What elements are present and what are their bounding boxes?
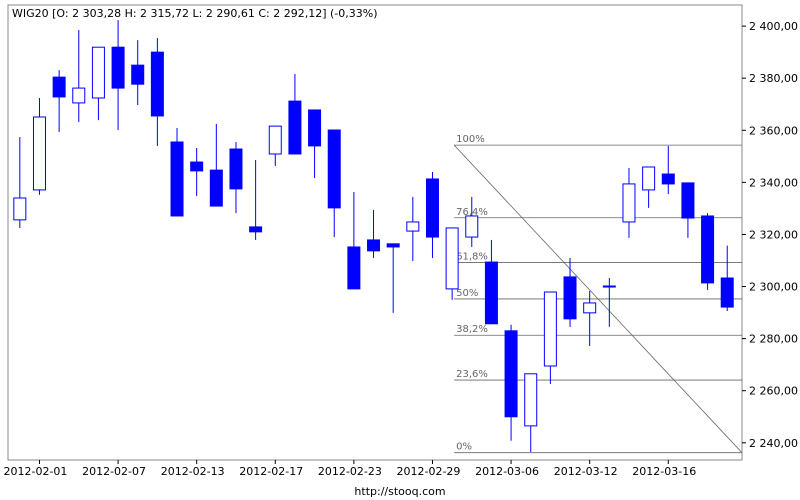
x-tick-label: 2012-02-13 <box>161 465 225 478</box>
fib-label: 38,2% <box>456 324 488 335</box>
candle-body <box>131 64 145 85</box>
candle-body <box>602 285 616 288</box>
candle-body <box>543 291 557 367</box>
candle-body <box>190 161 204 172</box>
x-tick-label: 2012-02-29 <box>397 465 461 478</box>
x-tick-label: 2012-03-12 <box>554 465 618 478</box>
candle-body <box>32 116 46 191</box>
plot-frame <box>7 4 743 461</box>
candle-body <box>720 277 734 308</box>
footer: http://stooq.com <box>354 485 445 498</box>
candle-body <box>681 182 695 219</box>
candle-body <box>367 239 381 252</box>
candle-body <box>484 261 498 325</box>
fib-diagonal <box>453 144 743 453</box>
x-tick-label: 2012-03-06 <box>475 465 539 478</box>
y-tick-label: 2 240,00 <box>749 437 798 450</box>
y-tick-label: 2 260,00 <box>749 385 798 398</box>
candle-body <box>386 243 400 248</box>
candle-body <box>661 173 675 185</box>
candle-body <box>563 276 577 320</box>
candle-body <box>465 215 479 238</box>
fib-label: 100% <box>456 134 485 145</box>
candle-body <box>642 166 656 191</box>
candle-body <box>425 178 439 238</box>
candle-body <box>229 148 243 190</box>
x-tick-label: 2012-03-16 <box>632 465 696 478</box>
chart-title: WIG20 [O: 2 303,28 H: 2 315,72 L: 2 290,… <box>12 7 378 20</box>
x-tick-label: 2012-02-23 <box>318 465 382 478</box>
candle-body <box>72 87 86 104</box>
y-tick-label: 2 360,00 <box>749 124 798 137</box>
x-tick-label: 2012-02-01 <box>4 465 68 478</box>
candle-body <box>406 221 420 232</box>
fib-label: 50% <box>456 288 478 299</box>
candle-body <box>288 100 302 155</box>
y-tick-label: 2 400,00 <box>749 20 798 33</box>
candle-body <box>524 373 538 427</box>
candle-body <box>170 141 184 217</box>
candle-body <box>445 227 459 290</box>
y-tick-label: 2 340,00 <box>749 176 798 189</box>
candle-body <box>308 109 322 147</box>
candle-body <box>327 129 341 209</box>
x-tick-label: 2012-02-07 <box>82 465 146 478</box>
y-tick-label: 2 380,00 <box>749 72 798 85</box>
candle-body <box>249 226 263 233</box>
candle-body <box>111 46 125 89</box>
candle-body <box>622 183 636 223</box>
candle-body <box>209 169 223 207</box>
candle-body <box>150 51 164 117</box>
candle-body <box>504 330 518 418</box>
candle-body <box>91 46 105 99</box>
candle-body <box>701 215 715 284</box>
candle-body <box>268 125 282 155</box>
x-tick-label: 2012-02-17 <box>239 465 303 478</box>
candle-body <box>583 302 597 314</box>
candle-body <box>347 246 361 290</box>
fib-label: 23,6% <box>456 369 488 380</box>
candle-body <box>13 197 27 221</box>
y-tick-label: 2 300,00 <box>749 281 798 294</box>
y-tick-label: 2 320,00 <box>749 228 798 241</box>
y-tick-label: 2 280,00 <box>749 333 798 346</box>
fib-label: 61,8% <box>456 252 488 263</box>
candle-body <box>52 76 66 98</box>
fib-label: 0% <box>456 442 472 453</box>
